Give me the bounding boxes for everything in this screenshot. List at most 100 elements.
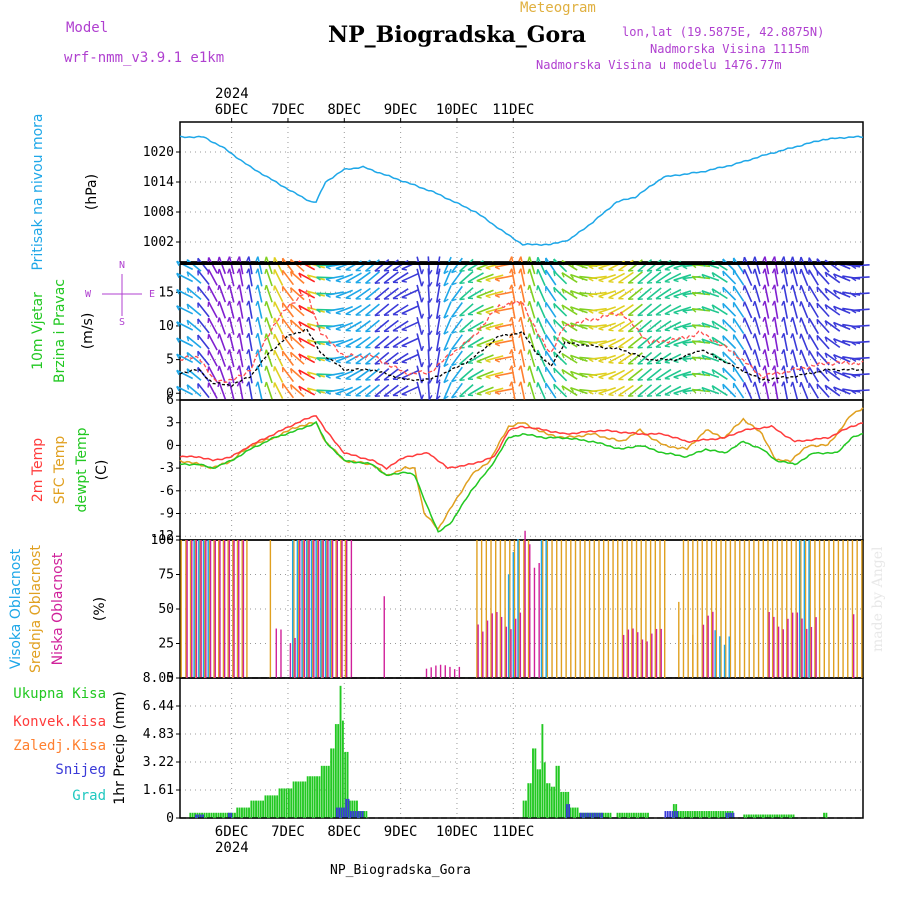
precip-bar <box>783 814 786 818</box>
wind-barb-head <box>186 271 190 277</box>
wind-barb <box>176 369 194 380</box>
wind-barb-head <box>436 395 441 400</box>
wind-barb-head <box>421 345 425 352</box>
wind-barb <box>238 268 244 287</box>
wind-barb-head <box>428 394 433 400</box>
wind-barb <box>783 268 789 287</box>
precip-bar <box>245 807 248 818</box>
wind-barb-head <box>401 329 407 332</box>
wind-barb <box>773 381 779 400</box>
wind-barb-head <box>316 325 321 330</box>
wind-barb <box>618 271 634 284</box>
precip-bar <box>278 788 281 818</box>
wind-barb <box>510 365 516 384</box>
precip-bar <box>297 781 300 818</box>
wind-barb <box>655 352 672 364</box>
pressure-line <box>179 135 864 246</box>
wind-barb <box>467 353 484 364</box>
wind-barb <box>459 287 474 301</box>
ytick-label: 3.22 <box>143 755 174 770</box>
wind-barb-head <box>236 256 241 262</box>
wind-barb <box>228 365 235 384</box>
precip-bar <box>607 812 610 818</box>
wind-barb-head <box>374 314 380 317</box>
wind-barb <box>392 320 409 332</box>
ytick-label: 1002 <box>143 235 174 250</box>
wind-barb <box>743 317 753 335</box>
precip-bar <box>755 814 757 818</box>
precip-bar <box>726 811 729 818</box>
wind-barb <box>325 339 344 345</box>
xtick-label-top: 7DEC <box>271 102 305 118</box>
wind-barb-head <box>298 385 302 392</box>
wind-barb <box>561 272 578 283</box>
wind-barb <box>197 269 210 285</box>
precip-bar <box>243 807 246 818</box>
pressure-unit: (hPa) <box>84 174 100 210</box>
compass: N W E S <box>85 260 155 328</box>
wind-barb <box>186 335 202 349</box>
wind-barb <box>355 287 371 300</box>
precip-bar <box>283 788 286 818</box>
wind-barb-head <box>608 268 614 271</box>
precip-bar <box>318 776 321 818</box>
precip-bar <box>675 804 678 818</box>
wind-barb-head <box>509 300 513 306</box>
wind-barb-head <box>536 317 539 323</box>
precip-bar <box>224 812 227 818</box>
wind-barb-head <box>316 373 321 378</box>
wind-barb-head <box>588 391 594 395</box>
precip-bar <box>778 814 781 818</box>
wind-barb <box>265 349 273 368</box>
wind-barb <box>732 382 745 399</box>
wind-barb-head <box>246 349 250 355</box>
wind-barb-head <box>273 382 276 388</box>
wind-barb <box>816 302 830 318</box>
wind-barb-head <box>799 285 802 291</box>
wind-barb <box>618 336 634 348</box>
wind-barb-head <box>227 333 231 339</box>
precip-legend-4: Grad <box>72 788 106 804</box>
wind-barb <box>186 303 202 317</box>
snow-bar <box>345 798 348 818</box>
wind-barb <box>467 304 484 316</box>
wind-barb <box>722 270 737 285</box>
wind-barb <box>520 349 526 368</box>
wind-barb <box>218 268 227 287</box>
wind-barb-head <box>325 278 331 282</box>
wind-barb <box>510 381 516 400</box>
wind-barb-head <box>273 317 276 323</box>
wind-barb-head <box>476 296 482 299</box>
wind-barb <box>476 321 494 331</box>
panel-wind: 0 5 10 15 <box>158 261 864 401</box>
wind-barb <box>443 301 452 319</box>
wind-barb <box>298 385 316 396</box>
wind-barb-head <box>325 266 331 270</box>
wind-barb-head <box>722 319 725 325</box>
wind-barb <box>228 300 235 319</box>
wind-barb <box>664 272 682 283</box>
wind-barb-head <box>451 330 457 334</box>
wind-barb <box>722 367 737 382</box>
wind-barb-head <box>365 362 371 365</box>
precip-bar <box>642 812 645 818</box>
precip-bar <box>299 781 302 818</box>
wind-barb-head <box>227 316 231 323</box>
wind-barb-head <box>598 279 604 283</box>
wind-barb <box>383 368 399 381</box>
wind-barb <box>207 257 218 274</box>
wind-barb <box>186 351 202 365</box>
wind-barb <box>186 271 202 284</box>
wind-barb <box>791 256 799 275</box>
wind-barb <box>290 270 305 285</box>
wind-barb-head <box>273 350 276 356</box>
wind-barb <box>273 333 284 351</box>
wind-barb-head <box>742 301 746 307</box>
wind-barb <box>265 317 273 335</box>
wind-barb-head <box>494 343 500 347</box>
wind-barb <box>450 366 463 383</box>
wind-barb <box>281 350 295 366</box>
wind-barb <box>218 284 227 303</box>
wind-barb <box>692 324 711 328</box>
